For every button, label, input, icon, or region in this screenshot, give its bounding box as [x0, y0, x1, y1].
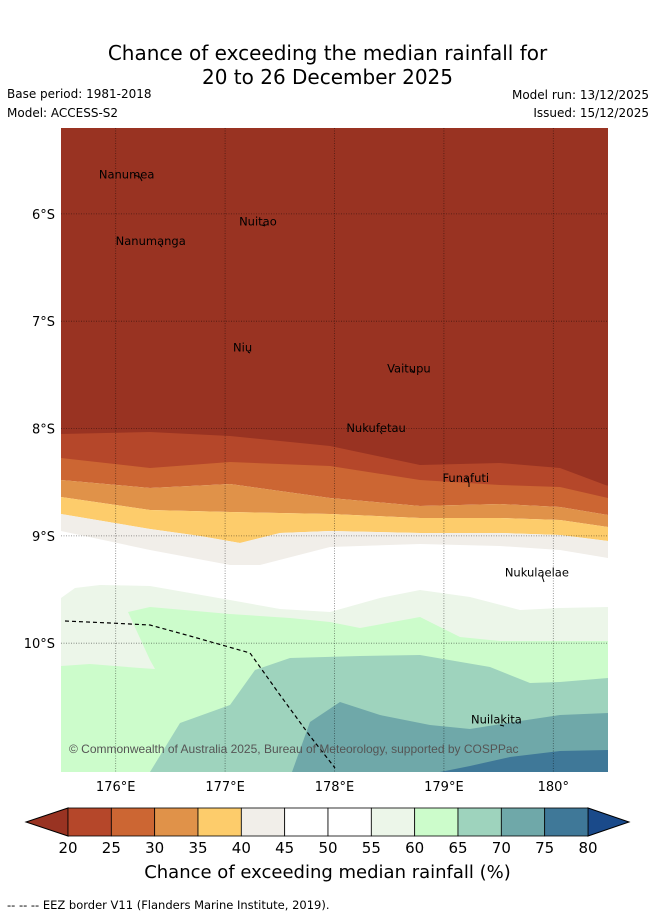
title-line-2: 20 to 26 December 2025 — [201, 65, 453, 89]
lon-tick-label: 179°E — [424, 780, 464, 795]
colorbar-tick-label: 20 — [58, 839, 77, 857]
lon-tick-label: 176°E — [96, 780, 136, 795]
colorbar-segment — [327, 807, 372, 837]
colorbar-title: Chance of exceeding median rainfall (%) — [144, 862, 511, 883]
colorbar-high-arrow — [587, 807, 631, 837]
band-40-45 — [61, 514, 608, 565]
colorbar-segment — [67, 807, 112, 837]
colorbar-low-arrow — [24, 807, 69, 837]
colorbar-segment — [544, 807, 589, 837]
place-label-nanumea: Nanumea — [99, 167, 155, 181]
islands — [133, 174, 545, 727]
colorbar-tick-label: 35 — [188, 839, 207, 857]
place-label-nukulaelae: Nukulaelae — [505, 566, 569, 580]
place-label-nanumanga: Nanumanga — [116, 234, 186, 248]
place-label-nukufetau: Nukufetau — [346, 421, 405, 435]
colorbar-tick-label: 75 — [535, 839, 554, 857]
lon-tick-label: 178°E — [315, 780, 355, 795]
copyright-notice: © Commonwealth of Australia 2025, Bureau… — [69, 742, 519, 756]
colorbar-tick-label: 65 — [448, 839, 467, 857]
eez-source-note: -- -- -- EEZ border V11 (Flanders Marine… — [7, 898, 330, 912]
lat-tick-label: 10°S — [24, 637, 55, 652]
model-name: Model: ACCESS-S2 — [7, 106, 119, 120]
colorbar-tick-label: 50 — [318, 839, 337, 857]
colorbar-segment — [240, 807, 286, 837]
issued-date: Issued: 15/12/2025 — [533, 106, 649, 120]
lon-tick-label: 177°E — [205, 780, 245, 795]
place-label-niu: Niu — [233, 340, 252, 354]
colorbar-segment — [370, 807, 416, 837]
colorbar-tick-label: 25 — [102, 839, 121, 857]
colorbar-segment — [154, 807, 199, 837]
lat-tick-label: 9°S — [32, 530, 55, 545]
lon-tick-label: 180° — [538, 780, 569, 795]
colorbar-segment — [284, 807, 329, 837]
base-period: Base period: 1981-2018 — [7, 87, 152, 101]
colorbar: 20 25 30 35 40 45 50 55 60 65 70 75 80 — [24, 807, 631, 857]
place-label-nuitao: Nuitao — [239, 215, 277, 229]
colorbar-segment — [500, 807, 546, 837]
place-label-nuilakita: Nuilakita — [471, 713, 522, 727]
lat-tick-label: 7°S — [32, 315, 55, 330]
colorbar-tick-label: 70 — [492, 839, 511, 857]
colorbar-segment — [110, 807, 156, 837]
place-labels: Nanumea Nuitao Nanumanga Niu Vaitupu Nukufeta… — [99, 167, 569, 726]
lat-tick-label: 6°S — [32, 208, 55, 223]
place-label-vaitupu: Vaitupu — [387, 362, 431, 376]
eez-border — [64, 620, 336, 769]
colorbar-segment — [414, 807, 459, 837]
place-label-funafuti: Funafuti — [442, 471, 489, 485]
colorbar-tick-label: 40 — [232, 839, 251, 857]
graticule — [61, 128, 608, 772]
axes: 176°E 177°E 178°E 179°E 180° 6°S 7°S 8°S 9°S 10°S — [24, 208, 569, 795]
lat-tick-label: 8°S — [32, 423, 55, 438]
band-lt-20 — [61, 128, 608, 486]
title-line-1: Chance of exceeding the median rainfall … — [107, 41, 548, 65]
model-run: Model run: 13/12/2025 — [511, 88, 649, 102]
colorbar-tick-label: 55 — [362, 839, 381, 857]
colorbar-segment — [197, 807, 242, 837]
map-canvas: Nanumea Nuitao Nanumanga Niu Vaitupu Nukufeta… — [24, 128, 631, 857]
colorbar-tick-label: 30 — [145, 839, 164, 857]
colorbar-tick-label: 80 — [578, 839, 597, 857]
band-70-75 — [292, 702, 608, 772]
band-75-80 — [440, 750, 608, 772]
rainfall-probability-field: Nanumea Nuitao Nanumanga Niu Vaitupu Nukufeta… — [61, 128, 608, 772]
colorbar-tick-label: 45 — [275, 839, 294, 857]
colorbar-segment — [457, 807, 502, 837]
band-35-40 — [61, 497, 608, 543]
colorbar-tick-label: 60 — [405, 839, 424, 857]
